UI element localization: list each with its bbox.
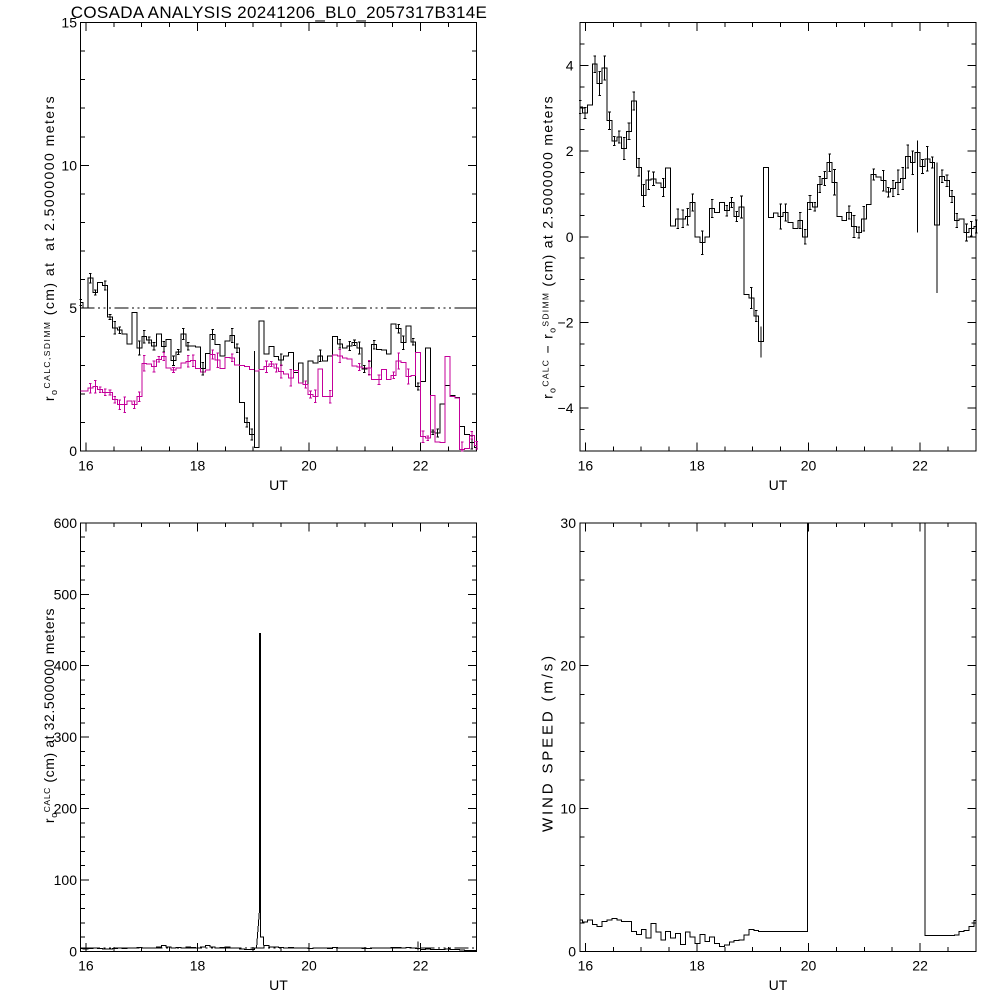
svg-text:16: 16 [578,458,594,474]
svg-text:roCALC (cm) at 32.500000 meter: roCALC (cm) at 32.500000 meters [41,608,59,823]
svg-text:16: 16 [78,958,94,974]
svg-text:roCALC − roSDIMM (cm) at 2.500: roCALC − roSDIMM (cm) at 2.5000000 meter… [540,95,558,399]
svg-text:0: 0 [566,229,574,245]
svg-text:16: 16 [78,458,94,474]
svg-text:10: 10 [61,157,77,173]
svg-text:18: 18 [190,458,206,474]
svg-text:20: 20 [801,958,817,974]
svg-text:600: 600 [54,515,78,531]
svg-text:18: 18 [689,958,705,974]
svg-text:22: 22 [413,458,429,474]
svg-text:5: 5 [69,300,77,316]
svg-text:UT: UT [769,977,788,993]
svg-text:0: 0 [568,943,576,959]
svg-text:18: 18 [689,458,705,474]
svg-text:0: 0 [69,943,77,959]
svg-text:500: 500 [54,586,78,602]
svg-text:15: 15 [61,15,77,31]
svg-text:18: 18 [190,958,206,974]
svg-text:20: 20 [801,458,817,474]
svg-text:UT: UT [269,977,288,993]
svg-text:4: 4 [566,57,574,73]
svg-text:22: 22 [912,958,928,974]
svg-text:20: 20 [301,958,317,974]
svg-text:22: 22 [413,958,429,974]
svg-text:WIND SPEED (m/s): WIND SPEED (m/s) [540,653,557,832]
svg-text:300: 300 [54,729,78,745]
svg-text:400: 400 [54,658,78,674]
svg-text:22: 22 [912,458,928,474]
svg-text:10: 10 [560,801,576,817]
svg-text:UT: UT [769,477,788,493]
svg-text:0: 0 [69,443,77,459]
svg-text:2: 2 [566,143,574,159]
svg-text:−4: −4 [558,400,574,416]
svg-text:UT: UT [269,477,288,493]
svg-text:−2: −2 [558,314,574,330]
svg-text:100: 100 [54,872,78,888]
svg-text:200: 200 [54,801,78,817]
svg-text:16: 16 [578,958,594,974]
svg-text:20: 20 [560,658,576,674]
svg-text:COSADA ANALYSIS 20241206_BL0_2: COSADA ANALYSIS 20241206_BL0_2057317B314… [71,3,487,22]
svg-text:20: 20 [301,458,317,474]
svg-text:30: 30 [560,515,576,531]
